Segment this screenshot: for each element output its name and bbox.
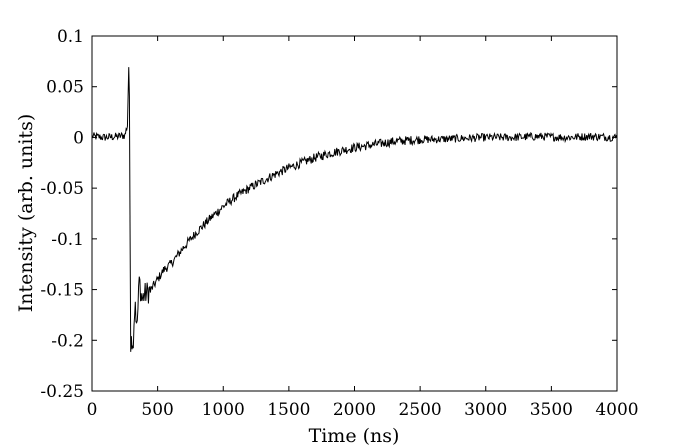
x-tick-label: 1500 (267, 400, 310, 420)
y-tick-label: -0.05 (40, 179, 84, 199)
y-axis-label: Intensity (arb. units) (15, 114, 37, 313)
x-tick-label: 500 (141, 400, 173, 420)
y-tick-label: 0.05 (46, 78, 84, 98)
x-axis-label: Time (ns) (309, 425, 400, 447)
x-tick-label: 2500 (398, 400, 441, 420)
x-tick-label: 3000 (464, 400, 507, 420)
y-tick-label: 0.1 (57, 27, 84, 47)
x-tick-label: 1000 (202, 400, 245, 420)
y-tick-label: -0.2 (51, 331, 84, 351)
x-tick-label: 4000 (595, 400, 638, 420)
y-tick-label: -0.25 (40, 382, 84, 402)
plot-frame (91, 35, 618, 392)
series-line (91, 67, 618, 352)
y-tick-label: 0 (73, 128, 84, 148)
x-tick-label: 2000 (333, 400, 376, 420)
x-tick-label: 3500 (530, 400, 573, 420)
x-tick-label: 0 (87, 400, 98, 420)
y-tick-label: -0.15 (40, 281, 84, 301)
ticks (91, 35, 618, 392)
y-tick-label: -0.1 (51, 230, 84, 250)
y-tick-labels: 0.1 0.05 0 -0.05 -0.1 -0.15 -0.2 -0.25 (40, 27, 84, 402)
x-tick-labels: 0 500 1000 1500 2000 2500 3000 3500 4000 (87, 400, 639, 420)
